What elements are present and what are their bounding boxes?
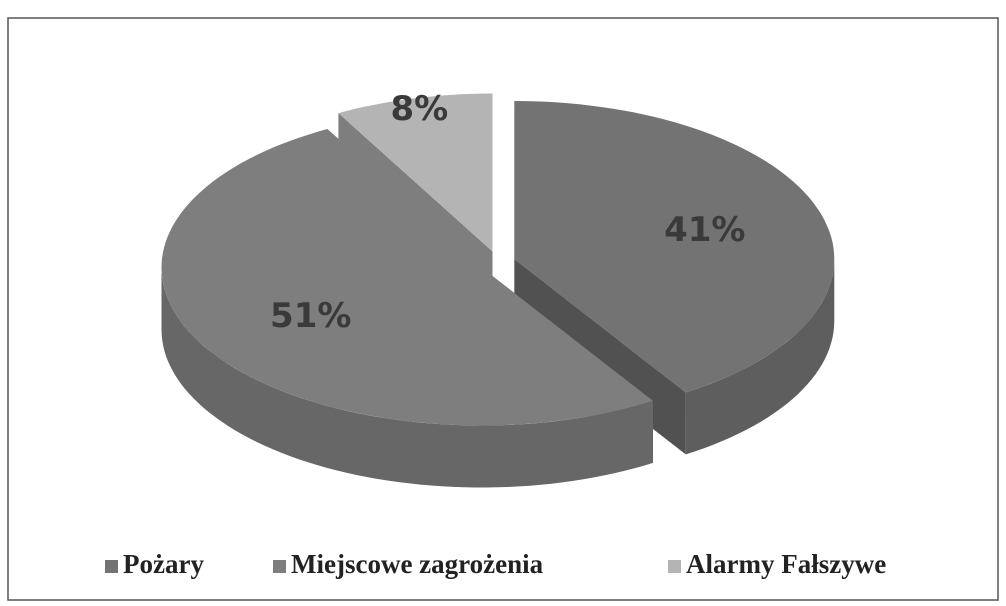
legend-label: Miejscowe zagrożenia [291, 549, 544, 579]
slices [161, 93, 835, 426]
slice-wall [161, 267, 653, 488]
data-label: 41% [664, 210, 745, 250]
legend-swatch [105, 560, 118, 573]
legend-swatch [273, 560, 286, 573]
legend-swatch [668, 560, 681, 573]
legend-label: Alarmy Fałszywe [686, 549, 886, 579]
slice [514, 101, 835, 393]
slice-wall [685, 259, 835, 455]
data-label: 8% [390, 89, 448, 129]
slice [338, 93, 493, 252]
legend-label: Pożary [123, 549, 204, 579]
slice [161, 129, 653, 426]
data-label: 51% [270, 296, 351, 336]
